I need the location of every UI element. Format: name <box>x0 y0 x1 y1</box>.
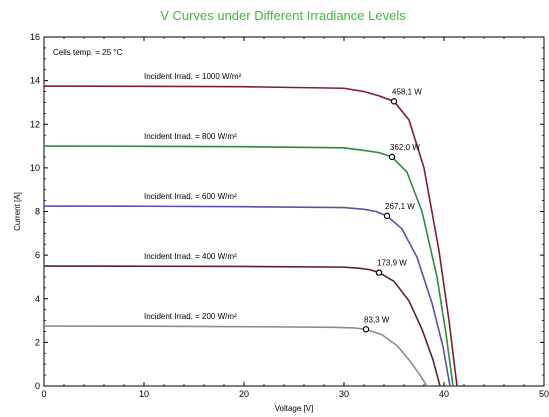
series-label: Incident Irrad. = 1000 W/m² <box>144 72 241 81</box>
y-tick-label: 12 <box>30 119 40 129</box>
mpp-label: 458,1 W <box>392 87 422 96</box>
y-axis-label: Current [A] <box>13 192 22 231</box>
y-tick-label: 6 <box>35 250 40 260</box>
series-line <box>43 325 428 387</box>
x-axis-label: Voltage [V] <box>275 404 314 413</box>
x-tick-label: 30 <box>339 389 349 399</box>
cells-temp-annotation: Cells temp. = 25 °C <box>53 48 122 57</box>
series-label: Incident Irrad. = 400 W/m² <box>144 252 237 261</box>
mpp-label: 267,1 W <box>385 202 415 211</box>
x-tick-label: 0 <box>41 389 46 399</box>
mpp-marker <box>383 212 391 220</box>
mpp-marker <box>362 326 370 333</box>
y-tick-label: 14 <box>30 76 40 86</box>
chart-title: V Curves under Different Irradiance Leve… <box>160 8 406 23</box>
mpp-label: 173,9 W <box>377 259 407 268</box>
mpp-label: 83,3 W <box>364 315 390 324</box>
y-tick-label: 16 <box>30 32 40 42</box>
series-line <box>43 205 451 387</box>
x-tick-label: 50 <box>539 389 549 399</box>
plot-frame <box>43 36 545 387</box>
y-tick-label: 0 <box>35 381 40 391</box>
series-label: Incident Irrad. = 800 W/m² <box>144 132 237 141</box>
y-tick-label: 2 <box>35 337 40 347</box>
x-tick-label: 10 <box>139 389 149 399</box>
y-tick-label: 8 <box>35 207 40 217</box>
series-label: Incident Irrad. = 600 W/m² <box>144 192 237 201</box>
y-tick-label: 10 <box>30 163 40 173</box>
mpp-marker <box>375 269 383 276</box>
series-label: Incident Irrad. = 200 W/m² <box>144 312 237 321</box>
plot-area: 0 10 20 30 40 50 0 2 4 6 8 10 12 14 16 Voltage [V] Curre… <box>13 32 549 413</box>
series-line <box>43 265 441 387</box>
mpp-label: 362,0 W <box>390 143 420 152</box>
y-tick-label: 4 <box>35 294 40 304</box>
mpp-marker <box>390 98 398 105</box>
series-line <box>43 85 458 387</box>
mpp-marker <box>388 153 396 161</box>
x-tick-label: 20 <box>239 389 249 399</box>
x-tick-label: 40 <box>439 389 449 399</box>
series-line <box>43 145 454 387</box>
